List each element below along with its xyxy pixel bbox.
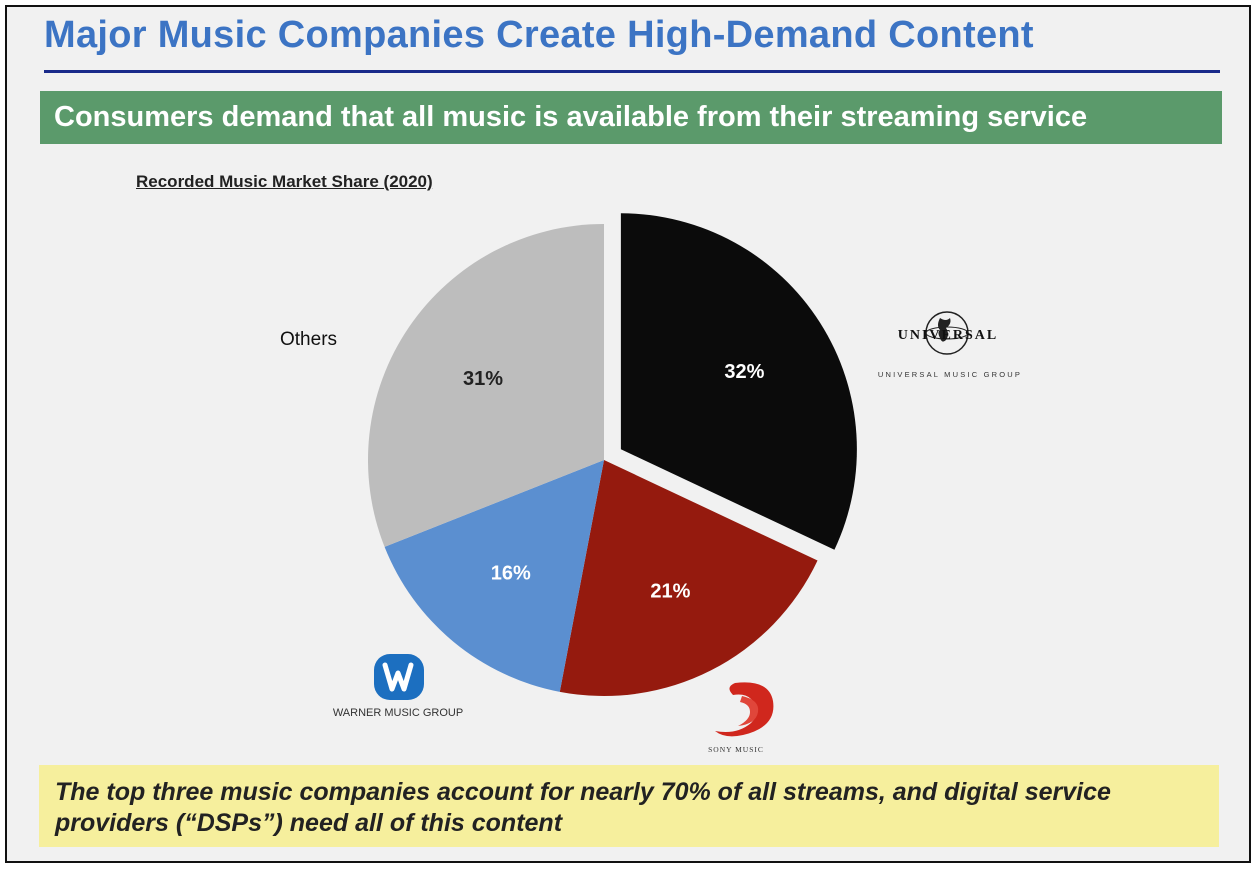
slice-value-label-0: 32% bbox=[724, 361, 764, 383]
pie-slice-1 bbox=[559, 460, 818, 696]
pie-slice-0 bbox=[620, 213, 857, 550]
pie-slice-2 bbox=[384, 460, 604, 692]
slice-value-label-2: 16% bbox=[491, 563, 531, 585]
universal-wordmark: UNIVERSAL bbox=[898, 328, 998, 343]
pie-slice-3 bbox=[368, 224, 604, 547]
title-divider bbox=[44, 70, 1220, 73]
chart-title: Recorded Music Market Share (2020) bbox=[136, 172, 433, 191]
universal-group-label: UNIVERSAL MUSIC GROUP bbox=[878, 370, 1022, 379]
others-label: Others bbox=[280, 329, 337, 350]
callout-box: The top three music companies account fo… bbox=[39, 765, 1219, 847]
slice-value-label-1: 21% bbox=[650, 580, 690, 602]
warner-w-shield-icon bbox=[374, 654, 424, 700]
sony-label: SONY MUSIC bbox=[708, 745, 764, 754]
slide-title: Major Music Companies Create High-Demand… bbox=[44, 14, 1034, 56]
subtitle-banner: Consumers demand that all music is avail… bbox=[40, 91, 1222, 144]
sony-music-swirl-icon bbox=[715, 682, 774, 737]
warner-logo: WARNER MUSIC GROUP bbox=[333, 654, 463, 719]
warner-group-label: WARNER MUSIC GROUP bbox=[333, 707, 463, 719]
universal-logo: UNIVERSAL UNIVERSAL MUSIC GROUP bbox=[878, 311, 1022, 379]
slice-value-label-3: 31% bbox=[463, 368, 503, 390]
sony-logo: SONY MUSIC bbox=[708, 682, 774, 754]
universal-globe-icon bbox=[925, 311, 969, 355]
